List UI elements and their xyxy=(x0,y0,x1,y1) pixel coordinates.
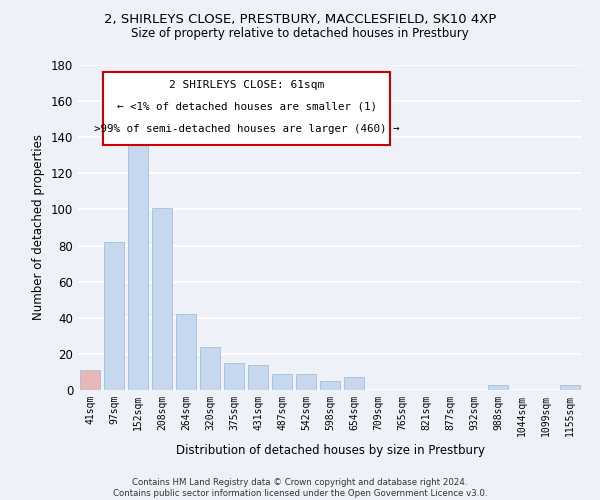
FancyBboxPatch shape xyxy=(103,72,391,144)
Bar xyxy=(224,363,244,390)
Bar xyxy=(296,374,316,390)
Bar xyxy=(200,346,220,390)
Bar xyxy=(128,128,148,390)
Bar xyxy=(104,242,124,390)
Text: 2 SHIRLEYS CLOSE: 61sqm: 2 SHIRLEYS CLOSE: 61sqm xyxy=(169,80,325,90)
Bar xyxy=(248,364,268,390)
Bar xyxy=(488,384,508,390)
Bar xyxy=(344,378,364,390)
Bar xyxy=(176,314,196,390)
Bar xyxy=(152,208,172,390)
Bar xyxy=(320,381,340,390)
Bar xyxy=(272,374,292,390)
Bar xyxy=(560,384,580,390)
Text: Size of property relative to detached houses in Prestbury: Size of property relative to detached ho… xyxy=(131,28,469,40)
Bar xyxy=(80,370,100,390)
Text: ← <1% of detached houses are smaller (1): ← <1% of detached houses are smaller (1) xyxy=(117,102,377,112)
Text: Contains HM Land Registry data © Crown copyright and database right 2024.
Contai: Contains HM Land Registry data © Crown c… xyxy=(113,478,487,498)
X-axis label: Distribution of detached houses by size in Prestbury: Distribution of detached houses by size … xyxy=(176,444,485,458)
Text: 2, SHIRLEYS CLOSE, PRESTBURY, MACCLESFIELD, SK10 4XP: 2, SHIRLEYS CLOSE, PRESTBURY, MACCLESFIE… xyxy=(104,12,496,26)
Y-axis label: Number of detached properties: Number of detached properties xyxy=(32,134,45,320)
Text: >99% of semi-detached houses are larger (460) →: >99% of semi-detached houses are larger … xyxy=(94,124,400,134)
